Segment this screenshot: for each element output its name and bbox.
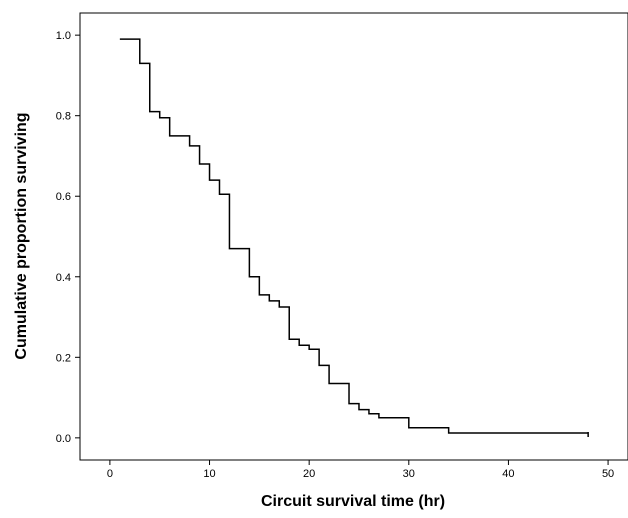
survival-curve <box>119 38 589 438</box>
y-tick-label: 0.8 <box>56 111 71 123</box>
y-axis: 0.0 0.2 0.4 0.6 0.8 1.0 <box>56 30 80 445</box>
x-tick-label: 40 <box>502 468 514 480</box>
y-tick-label: 0.6 <box>56 191 71 203</box>
plot-frame <box>79 12 628 461</box>
x-tick-label: 0 <box>107 468 113 480</box>
y-tick-label: 0.2 <box>56 352 71 364</box>
y-tick-label: 0.4 <box>56 272 71 284</box>
x-axis: 0 10 20 30 40 50 <box>107 460 614 480</box>
y-tick-label: 0.0 <box>56 433 71 445</box>
x-tick-label: 20 <box>303 468 315 480</box>
x-tick-label: 10 <box>203 468 215 480</box>
x-axis-title: Circuit survival time (hr) <box>261 493 445 510</box>
y-axis-title: Cumulative proportion surviving <box>13 112 30 359</box>
y-tick-label: 1.0 <box>56 30 71 42</box>
x-tick-label: 50 <box>602 468 614 480</box>
x-tick-label: 30 <box>403 468 415 480</box>
